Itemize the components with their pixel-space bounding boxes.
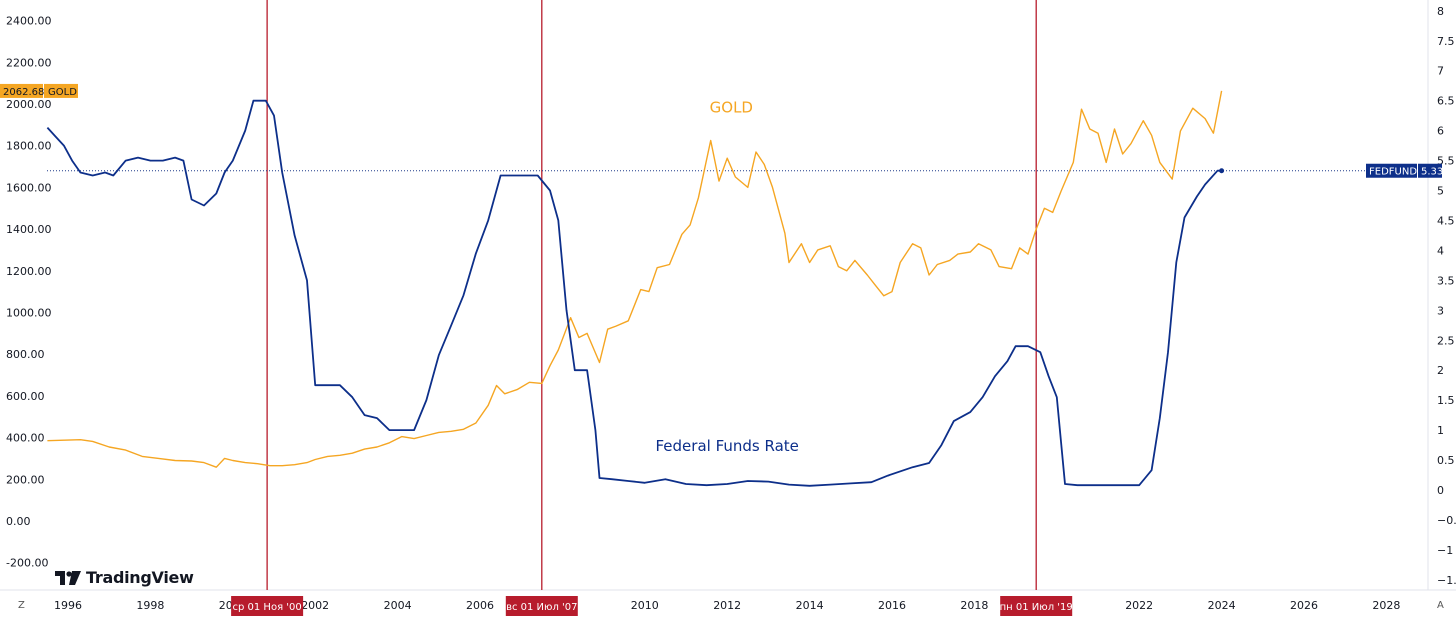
left-tick-label: 2200.00 bbox=[6, 56, 52, 69]
left-tick-label: 1000.00 bbox=[6, 307, 52, 320]
left-tick-label: 2400.00 bbox=[6, 15, 52, 28]
time-tick-label: 2022 bbox=[1125, 599, 1153, 612]
time-tick-label: 2004 bbox=[384, 599, 412, 612]
left-tick-label: 1200.00 bbox=[6, 265, 52, 278]
auto-scale-button[interactable]: A bbox=[1437, 600, 1444, 611]
gold-annotation: GOLD bbox=[710, 98, 753, 116]
event-label-1: ср 01 Ноя '00 bbox=[233, 602, 302, 613]
series-line-gold[interactable] bbox=[47, 90, 1223, 468]
time-tick-label: 2018 bbox=[960, 599, 988, 612]
right-axis[interactable]: 87.576.565.554.543.532.521.510.50−0.5−1−… bbox=[1437, 5, 1456, 587]
time-tick-label: 2016 bbox=[878, 599, 906, 612]
left-tick-label: -200.00 bbox=[6, 557, 48, 570]
right-tick-label: 8 bbox=[1437, 5, 1444, 18]
gold-price-tag-value: 2062.68 bbox=[3, 87, 44, 98]
right-tick-label: 2 bbox=[1437, 364, 1444, 377]
right-tick-label: 0.5 bbox=[1437, 454, 1455, 467]
right-tick-label: 5 bbox=[1437, 185, 1444, 198]
series-line-fedfunds[interactable] bbox=[46, 99, 1222, 487]
left-tick-label: 1400.00 bbox=[6, 223, 52, 236]
time-tick-label: 1998 bbox=[136, 599, 164, 612]
event-labels: ср 01 Ноя '00 вс 01 Июл '07 пн 01 Июл '19 bbox=[231, 596, 1073, 616]
right-tick-label: −0.5 bbox=[1437, 514, 1456, 527]
time-tick-label: 2012 bbox=[713, 599, 741, 612]
gold-price-tag-name-bg bbox=[44, 83, 78, 98]
time-tick-label: 1996 bbox=[54, 599, 82, 612]
left-tick-label: 600.00 bbox=[6, 390, 45, 403]
tradingview-wordmark: TradingView bbox=[86, 568, 194, 587]
fedfunds-price-tag-value-bg bbox=[1418, 163, 1442, 178]
left-tick-label: 400.00 bbox=[6, 432, 45, 445]
right-tick-label: 3 bbox=[1437, 304, 1444, 317]
gold-price-tag-name: GOLD bbox=[48, 87, 77, 98]
fedfunds-last-point bbox=[1219, 168, 1225, 174]
timezone-toggle-button[interactable]: Z bbox=[18, 600, 25, 611]
right-tick-label: 1 bbox=[1437, 424, 1444, 437]
event-label-bg bbox=[1000, 596, 1073, 616]
left-axis[interactable]: 2400.00 2200.00 2000.00 1800.00 1600.00 1400.… bbox=[6, 15, 52, 570]
time-tick-label: 2026 bbox=[1290, 599, 1318, 612]
left-tick-label: 1800.00 bbox=[6, 140, 52, 153]
left-tick-label: 2000.00 bbox=[6, 98, 52, 111]
right-tick-label: 6.5 bbox=[1437, 95, 1455, 108]
right-tick-label: −1 bbox=[1437, 544, 1453, 557]
right-tick-label: 7.5 bbox=[1437, 35, 1455, 48]
time-tick-label: 2006 bbox=[466, 599, 494, 612]
right-tick-label: −1.5 bbox=[1437, 574, 1456, 587]
time-tick-label: 2014 bbox=[796, 599, 824, 612]
time-tick-label: 2010 bbox=[631, 599, 659, 612]
left-tick-label: 200.00 bbox=[6, 473, 45, 486]
annotations: GOLD Federal Funds Rate bbox=[655, 98, 798, 455]
gold-price-tag-value-bg bbox=[0, 83, 43, 98]
right-tick-label: 2.5 bbox=[1437, 334, 1455, 347]
event-lines bbox=[47, 0, 1428, 590]
time-tick-label: 2002 bbox=[301, 599, 329, 612]
fedfunds-price-tag-value: 5.33 bbox=[1421, 167, 1443, 178]
right-tick-label: 3.5 bbox=[1437, 274, 1455, 287]
tradingview-logo: TradingView bbox=[55, 568, 194, 587]
event-label-3: пн 01 Июл '19 bbox=[1000, 602, 1073, 613]
series-lines bbox=[46, 90, 1225, 487]
right-tick-label: 4.5 bbox=[1437, 214, 1455, 227]
left-tick-label: 0.00 bbox=[6, 515, 31, 528]
fedfunds-price-tag-name: FEDFUNDS bbox=[1369, 167, 1423, 178]
fedfunds-price-tag-name-bg bbox=[1366, 163, 1417, 178]
right-tick-label: 6 bbox=[1437, 125, 1444, 138]
fedfunds-annotation: Federal Funds Rate bbox=[655, 437, 798, 455]
event-label-bg bbox=[505, 596, 578, 616]
right-tick-label: 1.5 bbox=[1437, 394, 1455, 407]
right-tick-label: 7 bbox=[1437, 65, 1444, 78]
left-tick-label: 800.00 bbox=[6, 348, 45, 361]
left-tick-label: 1600.00 bbox=[6, 181, 52, 194]
event-label-bg bbox=[231, 596, 304, 616]
time-tick-label: 2024 bbox=[1208, 599, 1236, 612]
tradingview-icon bbox=[55, 570, 81, 585]
right-tick-label: 0 bbox=[1437, 484, 1444, 497]
event-label-2: вс 01 Июл '07 bbox=[506, 602, 577, 613]
right-tick-label: 4 bbox=[1437, 244, 1444, 257]
time-tick-label: 2028 bbox=[1372, 599, 1400, 612]
